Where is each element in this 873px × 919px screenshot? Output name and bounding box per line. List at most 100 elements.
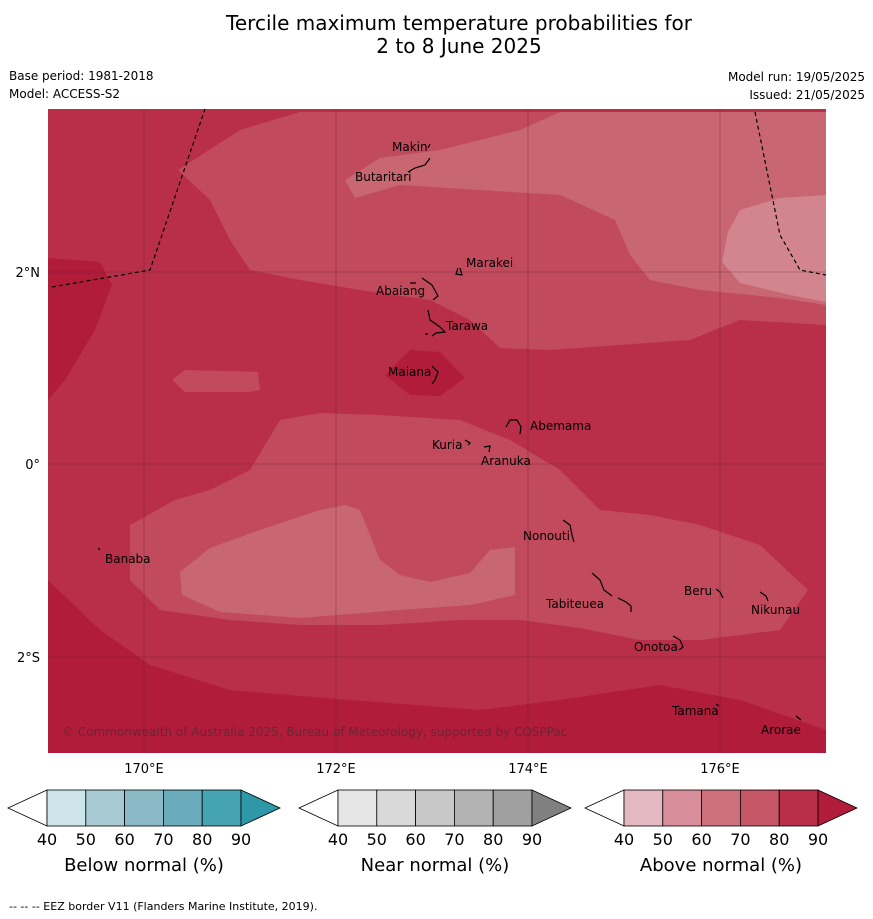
island-outlines — [97, 143, 802, 721]
island-nikunau — [759, 591, 769, 602]
colorbar-above: 40 50 60 70 80 90 Above normal (%) — [584, 789, 858, 876]
label-maiana: Maiana — [388, 365, 431, 379]
colorbar-near-segment — [492, 789, 533, 827]
lon-tick-170e: 170°E — [124, 762, 164, 777]
colorbar-above-tick-label: 50 — [653, 830, 673, 849]
base-period: Base period: 1981-2018 — [9, 69, 154, 83]
lon-tick-174e: 174°E — [508, 762, 548, 777]
label-nikunau: Nikunau — [751, 603, 800, 617]
island-beru — [715, 588, 724, 599]
colorbar-above-max-extend — [817, 789, 858, 827]
copyright-notice: © Commonwealth of Australia 2025, Bureau… — [62, 725, 567, 739]
colorbar-near-tick-label: 60 — [405, 830, 425, 849]
label-abaiang: Abaiang — [376, 284, 425, 298]
colorbar-near-tick-label: 50 — [367, 830, 387, 849]
lon-tick-176e: 176°E — [700, 762, 740, 777]
colorbar-above-title: Above normal (%) — [640, 855, 802, 876]
band-60-70-north — [345, 112, 826, 305]
band-70-80-patch — [172, 370, 260, 392]
colorbar-above-tick-label: 40 — [614, 830, 634, 849]
label-arorae: Arorae — [761, 723, 801, 737]
label-onotoa: Onotoa — [634, 640, 678, 654]
band-90-south — [48, 580, 826, 753]
colorbar-above-segment — [701, 789, 741, 827]
model-name: Model: ACCESS-S2 — [9, 87, 121, 101]
island-nonouti — [562, 519, 575, 543]
colorbar-below-title: Below normal (%) — [64, 855, 224, 876]
band-50-60-ne — [722, 195, 826, 302]
lat-tick-2s: 2°S — [17, 651, 40, 666]
island-marakei — [455, 267, 463, 276]
label-tamana: Tamana — [671, 704, 719, 718]
island-arorae — [795, 715, 802, 721]
probability-field — [48, 109, 826, 753]
colorbar-above-segment — [740, 789, 780, 827]
island-maiana — [431, 365, 439, 385]
colorbar-above-tick-label: 80 — [769, 830, 789, 849]
colorbar-below-tick-label: 80 — [192, 830, 212, 849]
colorbar-above-segment — [778, 789, 819, 827]
label-marakei: Marakei — [466, 256, 513, 270]
island-abemama — [505, 419, 522, 435]
colorbar-below-tick-label: 40 — [37, 830, 57, 849]
label-makin: Makin — [392, 140, 428, 154]
label-aranuka: Aranuka — [481, 454, 531, 468]
label-abemama: Abemama — [530, 419, 591, 433]
colorbar-near: 40 50 60 70 80 90 Near normal (%) — [298, 789, 572, 876]
label-tabiteuea: Tabiteuea — [545, 597, 604, 611]
colorbar-above-segment — [662, 789, 702, 827]
island-onotoa — [672, 635, 684, 651]
island-abaiang — [410, 277, 439, 301]
colorbar-below-segment — [162, 789, 203, 827]
colorbar-near-tick-label: 40 — [328, 830, 348, 849]
band-90-west — [48, 258, 112, 400]
label-kuria: Kuria — [432, 438, 463, 452]
colorbar-below: 40 50 60 70 80 90 Below normal (%) — [7, 789, 281, 876]
island-tabiteuea — [591, 572, 632, 612]
colorbar-near-segment — [415, 789, 455, 827]
colorbar-above-tick-label: 60 — [691, 830, 711, 849]
colorbar-near-min-extend — [298, 789, 339, 827]
colorbar-below-min-extend — [7, 789, 48, 827]
colorbar-near-tick-label: 90 — [522, 830, 542, 849]
island-butaritari — [407, 157, 431, 173]
graticule — [48, 109, 826, 753]
colorbar-below-segment — [201, 789, 242, 827]
lat-tick-0: 0° — [25, 458, 40, 473]
issued-date: Issued: 21/05/2025 — [749, 88, 865, 102]
colorbar-above-segment — [623, 789, 664, 827]
title-line-1: Tercile maximum temperature probabilitie… — [226, 11, 692, 35]
colorbar-below-segment — [85, 789, 126, 827]
model-run-date: Model run: 19/05/2025 — [727, 70, 865, 84]
island-tarawa — [425, 309, 447, 337]
eez-border — [51, 108, 827, 288]
label-beru: Beru — [684, 584, 712, 598]
colorbar-below-tick-label: 70 — [153, 830, 173, 849]
map-title: Tercile maximum temperature probabilitie… — [0, 12, 873, 58]
band-90-maiana — [385, 350, 465, 396]
colorbar-below-tick-label: 60 — [114, 830, 134, 849]
colorbar-above-tick-label: 90 — [808, 830, 828, 849]
colorbar-legends: 40 50 60 70 80 90 Below normal (%) 40 50 60 70 80 90… — [7, 789, 858, 876]
eez-footnote: -- -- -- EEZ border V11 (Flanders Marine… — [9, 900, 318, 913]
title-line-2: 2 to 8 June 2025 — [376, 34, 542, 58]
lon-tick-172e: 172°E — [316, 762, 356, 777]
colorbar-below-segment — [46, 789, 87, 827]
colorbar-near-segment — [453, 789, 494, 827]
colorbar-near-tick-label: 80 — [483, 830, 503, 849]
island-kuria-aranuka — [464, 439, 491, 453]
island-makin — [427, 143, 431, 149]
colorbar-above-tick-label: 70 — [730, 830, 750, 849]
colorbar-near-segment — [337, 789, 378, 827]
label-nonouti: Nonouti — [523, 529, 570, 543]
island-tamana — [715, 703, 720, 707]
band-60-70-south — [180, 505, 515, 618]
label-banaba: Banaba — [105, 552, 151, 566]
colorbar-above-min-extend — [584, 789, 625, 827]
colorbar-below-max-extend — [240, 789, 281, 827]
colorbar-near-tick-label: 70 — [444, 830, 464, 849]
colorbar-near-max-extend — [531, 789, 572, 827]
lat-tick-2n: 2°N — [16, 266, 41, 281]
island-banaba — [97, 547, 101, 551]
